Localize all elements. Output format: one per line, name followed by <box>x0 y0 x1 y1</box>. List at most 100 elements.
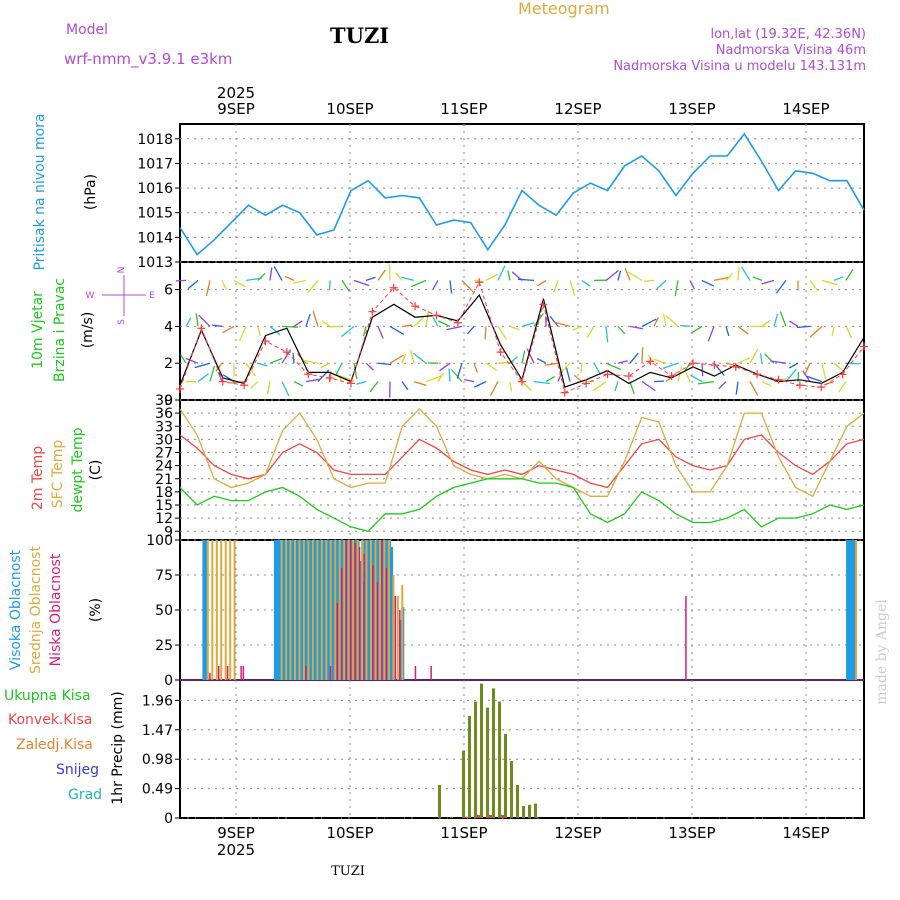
gust-marker <box>560 388 569 397</box>
wind-arrow <box>690 325 703 334</box>
wind-unit: (m/s) <box>80 312 96 349</box>
wind-arrow <box>641 381 656 392</box>
wind-arrow <box>197 373 209 383</box>
wind-arrow <box>526 348 535 364</box>
wind-arrow <box>569 280 576 296</box>
gust-marker <box>411 302 420 311</box>
cloud-bar <box>282 540 286 680</box>
grid-lines <box>175 124 864 819</box>
cloud-bar <box>287 540 291 680</box>
y-tick-label: 0 <box>164 673 173 689</box>
cloud-bar <box>320 540 323 680</box>
cloud-bar <box>307 540 310 680</box>
gust-line <box>179 280 865 394</box>
cloud-bar <box>240 666 242 680</box>
cloud-bar <box>394 596 397 680</box>
cloud-bar <box>343 540 346 680</box>
wind-arrow <box>698 380 715 385</box>
precip-bar <box>504 734 507 818</box>
precip-frz-title: Zaledj.Kisa <box>16 737 93 753</box>
gust-marker <box>582 379 591 388</box>
wind-arrow <box>281 325 299 328</box>
cloud-bar <box>311 540 314 680</box>
wind-arrow <box>833 276 844 282</box>
gust-marker <box>496 348 505 357</box>
precip-bar <box>468 716 471 818</box>
wind-arrow <box>401 276 415 282</box>
wind-arrow <box>198 314 211 327</box>
precip-total-title: Ukupna Kisa <box>4 688 91 704</box>
footer-station: TUZI <box>331 864 365 879</box>
wind-arrow <box>785 368 797 383</box>
wind-arrow <box>250 381 259 389</box>
wind-subtitle: Brzina i Pravac <box>52 278 68 382</box>
wind-arrow <box>521 321 535 328</box>
wind-arrow <box>737 325 749 335</box>
gust-marker <box>795 381 804 390</box>
precip-hail-title: Grad <box>68 787 102 803</box>
precip-bar <box>492 688 495 818</box>
wind-arrow <box>617 325 626 335</box>
wind-arrow <box>580 363 583 374</box>
cloud-bar <box>390 547 394 680</box>
compass-south: S <box>117 319 127 325</box>
wind-arrow <box>573 374 583 383</box>
wind-arrow <box>517 278 535 282</box>
cloud-bar <box>233 540 236 680</box>
cloud-bar <box>385 568 388 680</box>
wind-arrow <box>413 380 427 387</box>
y-tick-label: 27 <box>155 446 173 462</box>
wind-arrow <box>802 370 811 382</box>
model-elevation-text: Nadmorska Visina u modelu 143.131m <box>613 59 866 74</box>
wind-arrow <box>312 311 319 327</box>
top-day-label: 9SEP <box>217 100 255 118</box>
gust-marker <box>282 348 291 357</box>
gust-marker <box>667 372 676 381</box>
cloud-bar <box>300 540 304 680</box>
cloud-bar <box>352 540 355 680</box>
wind-arrow <box>545 376 556 383</box>
wind-arrow <box>305 378 319 383</box>
cloud-bar <box>852 540 856 680</box>
wind-arrow <box>536 357 547 364</box>
wind-arrow <box>770 360 787 364</box>
wind-arrow <box>821 279 838 286</box>
wind-arrow <box>209 366 216 382</box>
cloud-bar <box>327 540 331 680</box>
wind-arrow <box>605 269 620 281</box>
pressure-line <box>179 132 865 256</box>
wind-arrow <box>689 280 696 290</box>
cloud-bar <box>430 666 432 680</box>
wind-arrow <box>377 269 387 281</box>
lonlat-text: lon,lat (19.32E, 42.36N) <box>710 27 866 42</box>
wind-arrow <box>725 362 736 367</box>
precip-bar <box>477 815 480 818</box>
wind-arrow <box>473 362 479 373</box>
cloud-bar <box>846 540 850 680</box>
wind-speed-line <box>179 293 865 388</box>
cloud-bar <box>349 540 352 680</box>
wind-arrow <box>593 362 602 375</box>
cloud-bar <box>365 540 368 680</box>
wind-arrow <box>701 279 714 287</box>
temp-title: 2m Temp <box>30 446 46 510</box>
wind-arrow <box>773 313 779 327</box>
wind-arrow <box>804 362 811 376</box>
wind-arrow <box>377 326 384 339</box>
wind-arrow <box>788 362 799 369</box>
wind-arrow <box>341 280 350 292</box>
wind-arrow <box>293 381 304 387</box>
y-tick-label: 1014 <box>137 230 173 246</box>
y-tick-label: 1.47 <box>142 723 173 739</box>
cloud-bar <box>381 540 383 680</box>
wind-arrow <box>464 378 475 383</box>
compass-east: E <box>149 291 155 301</box>
wind-arrow <box>273 266 283 281</box>
y-tick-label: 6 <box>164 283 173 299</box>
wind-arrow <box>195 313 199 327</box>
wind-arrow <box>425 310 430 327</box>
wind-arrow <box>485 273 498 281</box>
bottom-day-labels: 9SEP 10SEP 11SEP 12SEP 13SEP 14SEP <box>217 824 829 842</box>
wind-arrow <box>629 381 635 395</box>
cloud-bar <box>285 540 288 680</box>
